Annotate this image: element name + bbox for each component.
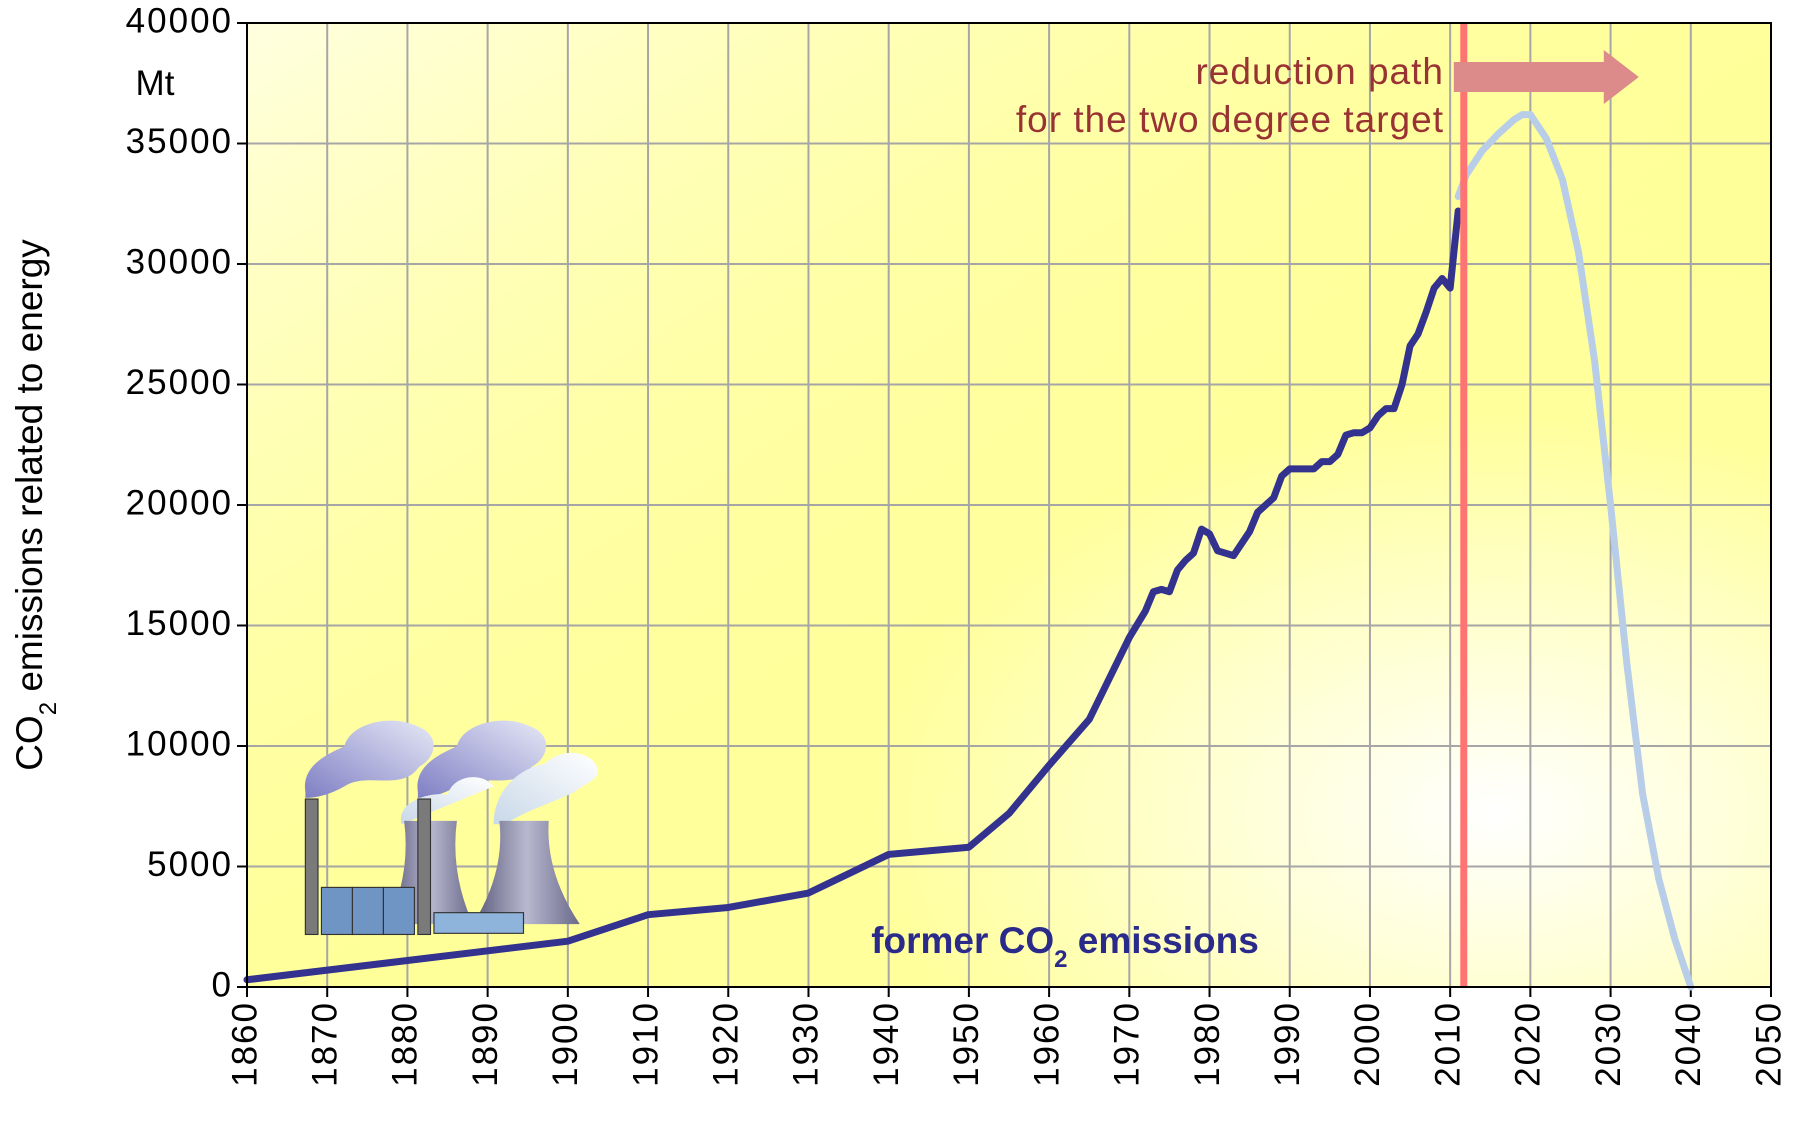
x-tick-label: 1960 (1027, 1001, 1066, 1087)
x-tick-label: 2030 (1589, 1001, 1628, 1087)
x-tick-label: 1950 (947, 1001, 986, 1087)
x-tick-label: 2050 (1749, 1001, 1788, 1087)
annotation-part: emissions (1068, 920, 1259, 961)
page: 1860 1870 1880 1890 1900 1910 1920 1930 1940 1950… (0, 0, 1800, 1122)
y-label-part: CO (9, 715, 50, 771)
y-tick-label: 30000 (126, 242, 233, 281)
x-tick-label: 1970 (1108, 1001, 1147, 1087)
y-tick-label: 20000 (126, 483, 233, 522)
y-tick-label: 40000 (126, 1, 233, 40)
annotation: for the two degree target (1016, 99, 1444, 140)
y-unit: Mt (136, 64, 175, 103)
y-tick-label: 0 (212, 965, 233, 1004)
x-tick-label: 1860 (225, 1001, 264, 1087)
y-label-part: emissions related to energy (9, 239, 50, 702)
annotation-subscript: 2 (1054, 946, 1067, 973)
x-tick-label: 2040 (1669, 1001, 1708, 1087)
x-tick-label: 1910 (626, 1001, 665, 1087)
x-tick-label: 1990 (1268, 1001, 1307, 1087)
y-tick-label: 25000 (126, 363, 233, 402)
x-tick-label: 1890 (466, 1001, 505, 1087)
y-tick-label: 35000 (126, 122, 233, 161)
annotation-part: former CO (871, 920, 1054, 961)
annotation: reduction path (1195, 51, 1444, 92)
y-tick-label: 5000 (147, 845, 233, 884)
x-tick-label: 2000 (1348, 1001, 1387, 1087)
x-tick-label: 1980 (1188, 1001, 1227, 1087)
y-label-subscript: 2 (35, 702, 62, 715)
chart: 1860 1870 1880 1890 1900 1910 1920 1930 1940 1950… (0, 0, 1800, 1117)
x-tick-label: 1870 (305, 1001, 344, 1087)
x-tick-label: 1930 (787, 1001, 826, 1087)
x-tick-label: 1900 (546, 1001, 585, 1087)
y-tick-label: 10000 (126, 724, 233, 763)
x-tick-label: 1920 (707, 1001, 746, 1087)
x-tick-label: 1940 (867, 1001, 906, 1087)
x-tick-label: 1880 (386, 1001, 425, 1087)
y-tick-label: 15000 (126, 604, 233, 643)
y-axis-label: CO2 emissions related to energy (9, 239, 62, 771)
x-tick-label: 2010 (1428, 1001, 1467, 1087)
x-tick-label: 2020 (1509, 1001, 1548, 1087)
